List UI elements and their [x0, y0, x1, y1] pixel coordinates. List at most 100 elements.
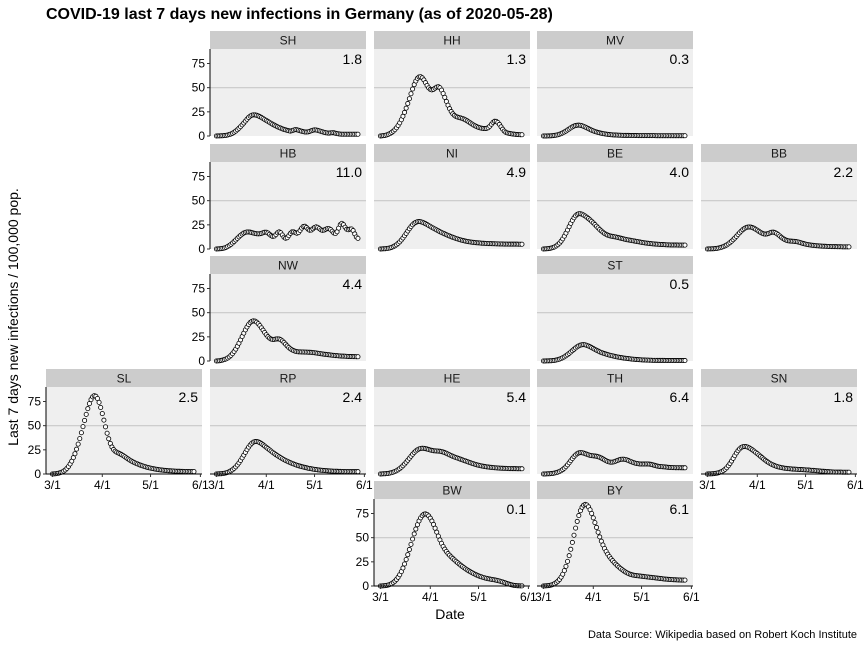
data-point	[569, 539, 575, 545]
data-point	[589, 510, 595, 516]
panel-nw: NW 4.4 0 25 50 75	[192, 256, 366, 368]
data-point	[74, 446, 80, 452]
data-point	[104, 430, 110, 436]
panel-background	[210, 49, 366, 136]
data-point	[355, 131, 361, 137]
panel-background	[374, 387, 530, 474]
x-tick-label: 4/1	[258, 478, 275, 492]
panel-mv: MV 0.3	[537, 31, 693, 139]
panel-strip	[537, 369, 693, 387]
x-tick-label: 5/1	[142, 478, 159, 492]
panel-strip	[537, 256, 693, 274]
panel-sn: SN 1.8 3/1 4/1 5/1 6/1	[699, 369, 864, 492]
y-tick-label: 75	[192, 282, 206, 296]
x-tick-label: 3/1	[372, 590, 389, 604]
data-point	[519, 132, 525, 138]
x-tick-label: 4/1	[749, 478, 766, 492]
data-point	[519, 466, 525, 472]
data-point	[83, 411, 89, 417]
data-point	[405, 552, 411, 558]
current-value-label: 4.9	[507, 164, 527, 180]
x-tick-label: 5/1	[470, 590, 487, 604]
y-tick-label: 0	[198, 242, 205, 256]
panel-strip-label: RP	[280, 372, 297, 386]
panel-strip-label: SH	[280, 34, 297, 48]
data-point	[355, 235, 361, 241]
panel-strip	[374, 144, 530, 162]
data-point	[573, 525, 579, 531]
panel-strip-label: BB	[771, 147, 787, 161]
x-tick-label: 3/1	[535, 590, 552, 604]
panel-strip	[374, 481, 530, 499]
current-value-label: 2.2	[834, 164, 854, 180]
data-point	[85, 406, 91, 412]
current-value-label: 11.0	[336, 164, 362, 180]
data-point	[574, 518, 580, 524]
panel-strip-label: HE	[444, 372, 461, 386]
panel-sh: SH 1.8 0 25 50 75	[192, 31, 366, 143]
data-point	[75, 441, 81, 447]
data-point	[411, 531, 417, 537]
data-point	[410, 86, 416, 92]
data-point	[406, 96, 412, 102]
data-point	[413, 526, 419, 532]
panel-st: ST 0.5	[537, 256, 693, 364]
data-point	[106, 436, 112, 442]
data-point	[402, 561, 408, 567]
panel-bb: BB 2.2	[701, 144, 857, 252]
panel-background	[701, 387, 857, 474]
panel-strip	[210, 369, 366, 387]
current-value-label: 2.4	[343, 389, 363, 405]
panel-background	[537, 274, 693, 361]
panel-be: BE 4.0	[537, 144, 693, 252]
x-tick-label: 6/1	[192, 478, 209, 492]
x-tick-label: 4/1	[585, 590, 602, 604]
x-tick-label: 3/1	[208, 478, 225, 492]
data-point	[78, 430, 84, 436]
data-point	[682, 133, 688, 139]
data-point	[568, 546, 574, 552]
data-point	[590, 515, 596, 521]
panel-strip-label: BY	[607, 484, 623, 498]
data-point	[400, 565, 406, 571]
current-value-label: 1.3	[507, 51, 527, 67]
y-tick-label: 25	[192, 330, 206, 344]
data-point	[432, 525, 438, 531]
x-tick-label: 4/1	[94, 478, 111, 492]
x-tick-label: 3/1	[699, 478, 716, 492]
data-point	[597, 534, 603, 540]
data-point	[191, 469, 197, 475]
data-point	[403, 557, 409, 563]
data-point	[408, 541, 414, 547]
y-tick-label: 50	[356, 531, 370, 545]
y-tick-label: 75	[28, 395, 42, 409]
data-point	[101, 417, 107, 423]
x-tick-label: 4/1	[422, 590, 439, 604]
y-tick-label: 75	[192, 57, 206, 71]
data-point	[405, 101, 411, 107]
data-point	[86, 401, 92, 407]
panel-th: TH 6.4	[537, 369, 693, 477]
data-point	[592, 520, 598, 526]
panel-rp: RP 2.4 3/1 4/1 5/1 6/1	[208, 369, 373, 492]
y-tick-label: 50	[192, 306, 206, 320]
panel-strip	[210, 144, 366, 162]
panel-strip-label: SN	[771, 372, 788, 386]
y-tick-label: 50	[192, 81, 206, 95]
panel-background	[537, 49, 693, 136]
x-tick-label: 6/1	[520, 590, 537, 604]
data-point	[82, 417, 88, 423]
panel-strip-label: TH	[607, 372, 623, 386]
panel-strip	[701, 144, 857, 162]
current-value-label: 4.0	[670, 164, 690, 180]
data-point	[72, 451, 78, 457]
data-point	[571, 532, 577, 538]
panel-ni: NI 4.9	[374, 144, 530, 252]
x-tick-label: 6/1	[683, 590, 700, 604]
y-tick-label: 0	[198, 129, 205, 143]
panel-strip	[210, 256, 366, 274]
y-tick-label: 50	[28, 419, 42, 433]
data-point	[561, 568, 567, 574]
data-point	[103, 424, 109, 430]
panel-strip-label: HB	[280, 147, 297, 161]
